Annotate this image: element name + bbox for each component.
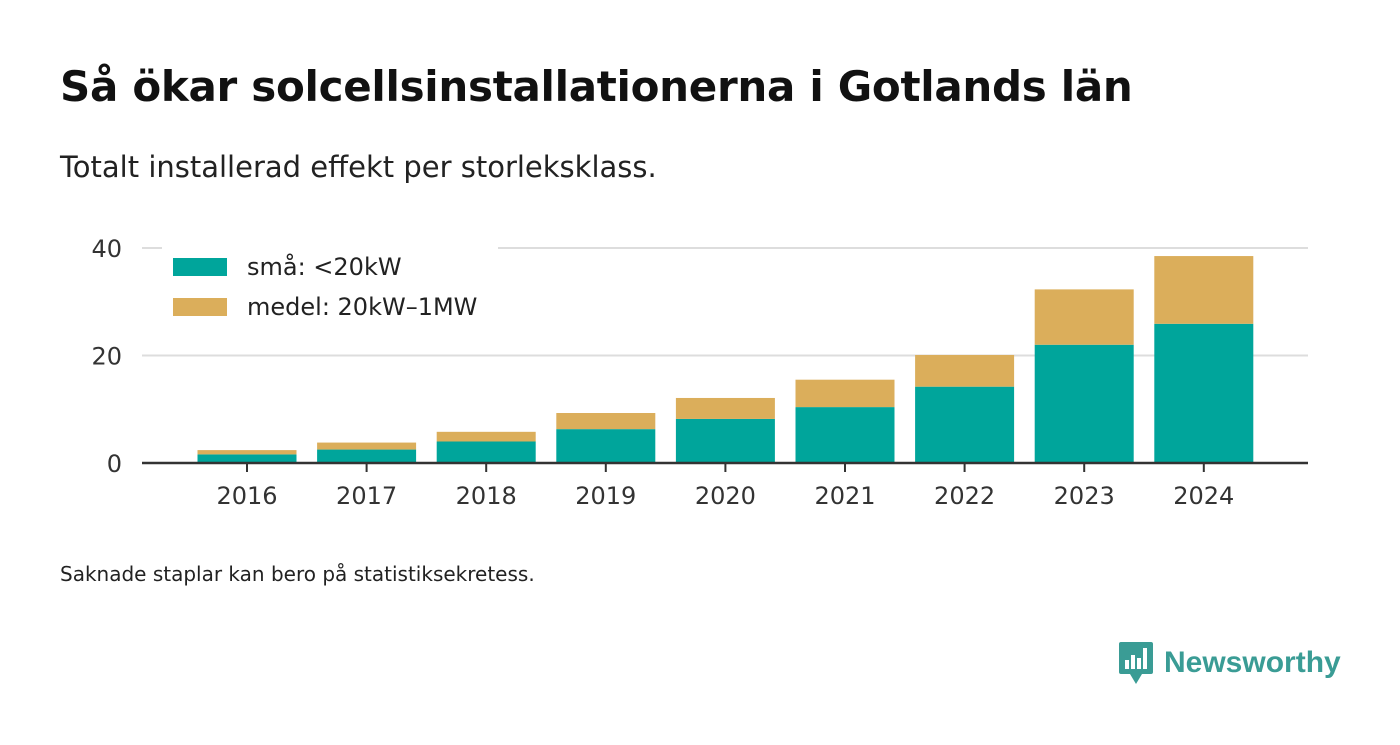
stacked-bar-chart: 0 20 40 2016 2017 2018 2019 2020 2021 2022 2023 202… [91,235,1308,510]
bar-2024-series-2 [1154,256,1254,324]
bar-2020-series-2 [675,397,775,419]
x-tick-label-2020: 2020 [695,482,756,510]
bar-2017-series-1 [317,449,417,463]
chart-subtitle: Totalt installerad effekt per storlekskl… [60,150,657,184]
bar-2019-series-1 [556,429,656,463]
bar-2023-series-1 [1034,344,1134,463]
bar-2022-series-2 [915,354,1015,387]
brand-name: Newsworthy [1164,646,1341,679]
bar-2021-series-1 [795,407,895,463]
chart-title: Så ökar solcellsinstallationerna i Gotla… [60,62,1133,111]
axes: 0 20 40 2016 2017 2018 2019 2020 2021 2022 2023 202… [91,235,1308,510]
y-tick-label-0: 0 [107,450,122,478]
x-tick-label-2016: 2016 [216,482,277,510]
footnote: Saknade staplar kan bero på statistiksek… [60,562,535,586]
bar-2018-series-2 [436,431,536,442]
bar-2024-series-1 [1154,323,1254,463]
legend-swatch-1 [173,258,227,276]
bar-2020-series-1 [675,418,775,463]
bar-2016-series-1 [197,454,297,463]
bar-2022-series-1 [915,386,1015,463]
y-tick-label-20: 20 [91,343,122,371]
legend-label-1: små: <20kW [247,252,402,281]
y-tick-label-40: 40 [91,235,122,263]
x-tick-label-2022: 2022 [934,482,995,510]
legend-label-2: medel: 20kW–1MW [247,293,477,321]
x-tick-label-2023: 2023 [1054,482,1115,510]
chart-speech-bubble-icon [1119,642,1153,684]
x-tick-label-2021: 2021 [814,482,875,510]
x-tick-label-2018: 2018 [456,482,517,510]
legend: små: <20kW medel: 20kW–1MW [162,243,498,328]
bars [197,256,1254,463]
brand-logo: Newsworthy [1118,640,1341,686]
bar-2016-series-2 [197,450,297,455]
x-tick-label-2017: 2017 [336,482,397,510]
bar-2019-series-2 [556,413,656,430]
legend-swatch-2 [173,298,227,316]
x-tick-label-2024: 2024 [1173,482,1234,510]
bar-2018-series-1 [436,441,536,463]
bar-2017-series-2 [317,442,417,450]
bar-2021-series-2 [795,379,895,408]
bar-2023-series-2 [1034,289,1134,345]
x-tick-label-2019: 2019 [575,482,636,510]
